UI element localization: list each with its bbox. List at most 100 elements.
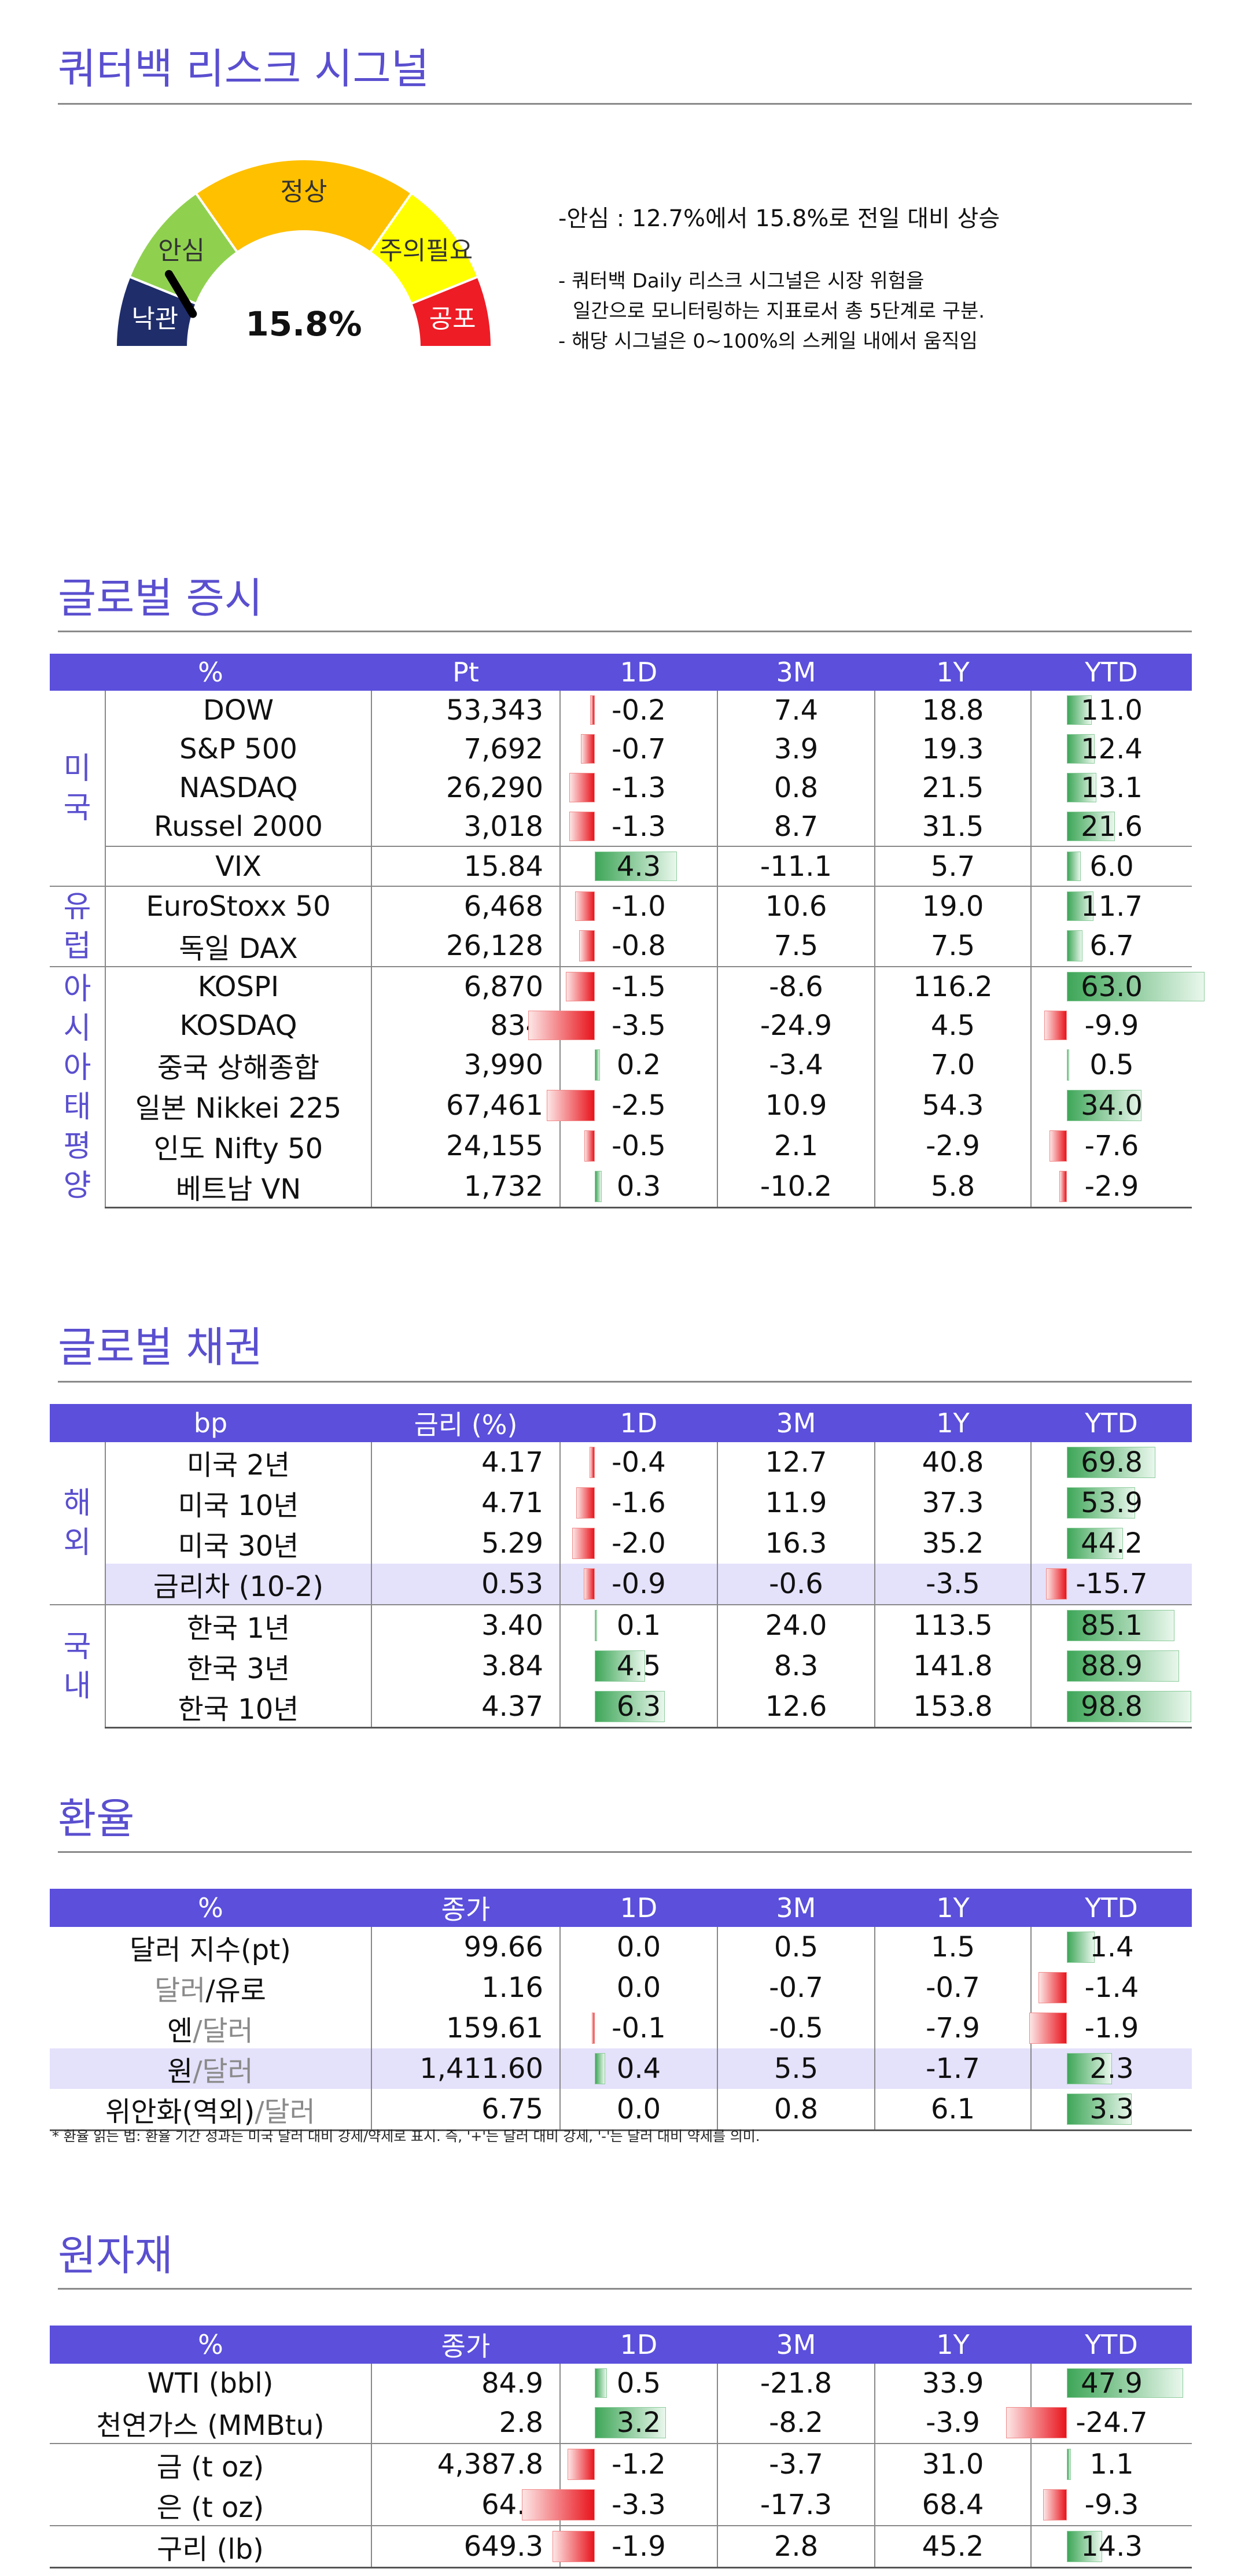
cell-3m: 11.9 [717, 1483, 875, 1523]
cell-1d-bar [552, 2531, 595, 2562]
cell-1d-bar [547, 1090, 595, 1121]
cell-1d-value: -1.9 [612, 2530, 666, 2563]
column-header: % [50, 654, 371, 691]
cell-1d-value: -1.0 [612, 890, 666, 923]
row-name: 달러 지수(pt) [50, 1927, 372, 1967]
cell-ytd-bar [1066, 773, 1096, 802]
cell-1y: -0.7 [875, 1967, 1032, 2008]
column-header: 1Y [875, 2326, 1031, 2364]
cell-ytd-bar [1044, 1011, 1067, 1040]
column-header: 금리 (%) [371, 1404, 560, 1442]
cell-ytd: -7.6 [1031, 1126, 1192, 1166]
cell-ytd: -9.3 [1031, 2485, 1192, 2526]
row-level: 1,732 [371, 1166, 561, 1208]
table-row: 달러/유로 1.16 0.0 -0.7 -0.7 -1.4 [50, 1967, 1192, 2008]
row-name: 미국 30년 [105, 1523, 372, 1564]
cell-ytd-bar [1066, 1932, 1095, 1963]
cell-ytd-bar [1066, 1090, 1142, 1121]
gauge-zone-label: 정상 [281, 177, 327, 207]
cell-1d: 0.2 [560, 1045, 718, 1085]
cell-3m: -8.2 [717, 2402, 875, 2444]
cell-3m: 12.7 [717, 1442, 875, 1483]
column-header: 1Y [875, 654, 1031, 691]
cell-ytd-value: 0.5 [1089, 1049, 1134, 1081]
row-name: 금 (t oz) [50, 2443, 372, 2485]
cell-1d-bar [591, 2013, 595, 2044]
cell-1y: 37.3 [875, 1483, 1032, 1523]
cell-ytd-value: 85.1 [1081, 1609, 1143, 1642]
row-level: 2.8 [371, 2402, 561, 2444]
cell-3m: -21.8 [717, 2364, 875, 2402]
cell-1d-value: -1.3 [612, 810, 666, 843]
risk-note-1a: - 쿼터백 Daily 리스크 시그널은 시장 위험을 [558, 270, 925, 293]
cell-1d-value: -0.4 [612, 1446, 666, 1479]
row-name: EuroStoxx 50 [105, 886, 372, 926]
cell-ytd-value: 44.2 [1081, 1527, 1143, 1560]
cell-1y: 1.5 [875, 1927, 1032, 1967]
cell-3m: -11.1 [717, 846, 875, 886]
row-level: 4.17 [371, 1442, 561, 1483]
cell-1d-value: 0.0 [616, 2093, 661, 2125]
cell-ytd: -15.7 [1031, 1564, 1192, 1605]
table-row: 미 국 DOW 53,343 -0.2 7.4 18.8 11.0 [50, 691, 1192, 886]
cell-1d-bar [595, 1610, 598, 1641]
cell-ytd-value: 63.0 [1081, 970, 1143, 1003]
cell-3m: 16.3 [717, 1523, 875, 1564]
cell-ytd: 63.0 [1031, 966, 1205, 1006]
cell-ytd: 13.1 [1031, 768, 1192, 807]
bonds-table: bp 금리 (%) 1D 3M 1Y YTD 해 외 미국 2년 4.17 -0.4 12.7 40.8… [50, 1404, 1192, 1729]
section-divider [58, 103, 1192, 105]
cell-1d-value: -3.3 [612, 2489, 666, 2521]
cell-1d-bar [568, 2449, 595, 2480]
cell-1d-value: 6.3 [616, 1690, 661, 1723]
cell-1d-bar [575, 891, 595, 921]
cell-ytd-bar [1066, 2531, 1103, 2562]
column-header: YTD [1031, 2326, 1192, 2364]
commodities-table: % 종가 1D 3M 1Y YTD WTI (bbl) 84.9 0.5 -21.8 33.9 47.… [50, 2326, 1192, 2568]
cell-1d-value: 4.5 [616, 1650, 661, 1682]
cell-ytd: 21.6 [1031, 807, 1192, 846]
row-level: 3.40 [371, 1604, 561, 1646]
cell-1y: 31.0 [875, 2443, 1032, 2485]
cell-1d-value: 0.0 [616, 1971, 661, 2004]
table-row: 달러 지수(pt) 99.66 0.0 0.5 1.5 1.4 [50, 1927, 1192, 1967]
column-header: 1D [560, 654, 717, 691]
row-name: 원/달러 [50, 2048, 372, 2089]
row-name: 한국 3년 [105, 1646, 372, 1686]
cell-ytd-bar [1066, 1049, 1069, 1081]
cell-1d-bar [595, 852, 677, 881]
cell-1y: -1.7 [875, 2048, 1032, 2089]
row-name: VIX [105, 846, 372, 886]
cell-ytd: -24.7 [1006, 2402, 1192, 2444]
cell-1d-value: -1.2 [612, 2448, 666, 2481]
cell-1y: 40.8 [875, 1442, 1032, 1483]
cell-1d-value: -0.5 [612, 1130, 666, 1162]
table-row: 미국 10년 4.71 -1.6 11.9 37.3 53.9 [50, 1483, 1192, 1523]
section-divider [58, 1381, 1192, 1383]
cell-ytd-value: 6.0 [1089, 850, 1134, 883]
row-name: KOSPI [105, 966, 372, 1006]
column-header: 3M [717, 1404, 875, 1442]
cell-ytd: 85.1 [1031, 1604, 1192, 1646]
fx-quote: /달러 [193, 2055, 253, 2088]
fx-footnote: * 환율 읽는 법: 환율 기간 성과는 미국 달러 대비 강세/약세로 표시.… [52, 2128, 760, 2144]
row-level: 6,468 [371, 886, 561, 926]
column-header: 종가 [371, 2326, 560, 2364]
row-level: 4.71 [371, 1483, 561, 1523]
cell-ytd-bar [1066, 2053, 1113, 2084]
table-row: 미국 30년 5.29 -2.0 16.3 35.2 44.2 [50, 1523, 1192, 1564]
cell-1d: -0.7 [560, 729, 718, 768]
row-level: 3,018 [371, 807, 561, 846]
cell-1d: 4.3 [560, 846, 718, 886]
cell-ytd: 6.0 [1031, 846, 1192, 886]
risk-note-2: - 해당 시그널은 0~100%의 스케일 내에서 움직임 [558, 330, 978, 353]
cell-1y: 19.3 [875, 729, 1032, 768]
cell-1d-bar [595, 1049, 600, 1081]
row-name: 달러/유로 [50, 1967, 372, 2008]
cell-1d-value: 0.2 [616, 1049, 661, 1081]
cell-1d: 4.5 [560, 1646, 718, 1686]
cell-ytd-value: -7.6 [1084, 1130, 1139, 1162]
gauge-zone-label: 낙관 [131, 304, 178, 334]
